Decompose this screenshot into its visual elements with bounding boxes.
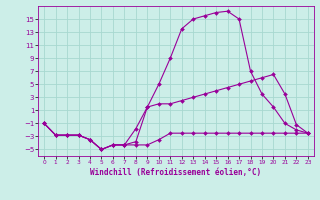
X-axis label: Windchill (Refroidissement éolien,°C): Windchill (Refroidissement éolien,°C) <box>91 168 261 177</box>
